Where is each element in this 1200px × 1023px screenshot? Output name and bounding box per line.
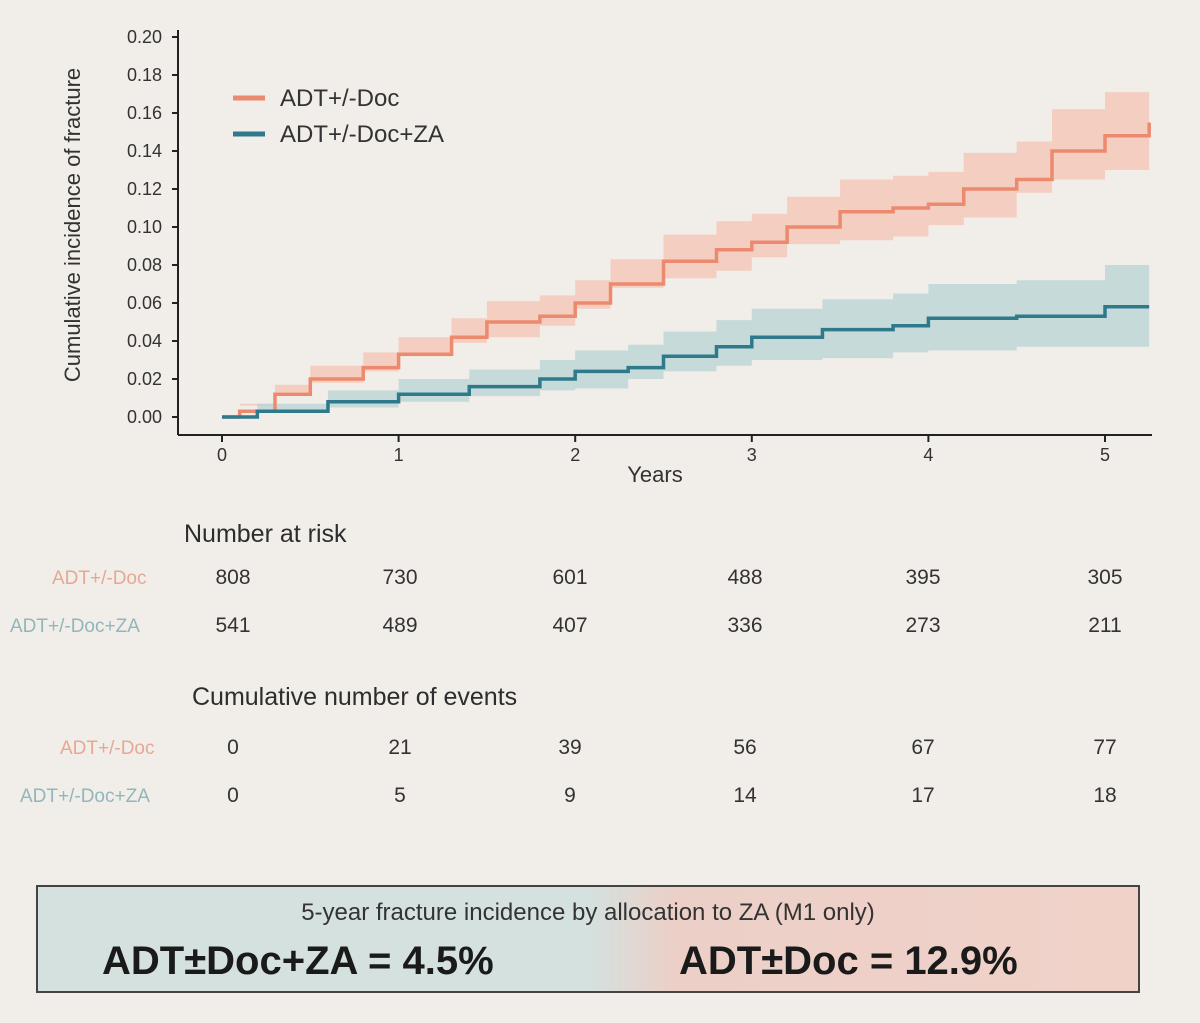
table-cell: 601 <box>552 566 588 589</box>
x-tick-label: 2 <box>570 445 580 465</box>
table-cell: 5 <box>394 784 406 807</box>
x-axis-title: Years <box>627 462 682 487</box>
confidence-bands <box>222 75 1150 417</box>
y-tick-label: 0.18 <box>127 65 162 85</box>
y-tick-label: 0.00 <box>127 407 162 427</box>
table-cell: 17 <box>911 784 935 807</box>
table-cell: 489 <box>382 614 418 637</box>
table-cell: 14 <box>733 784 757 807</box>
y-tick-label: 0.20 <box>127 27 162 47</box>
ci-band-adt-doc <box>222 75 1150 417</box>
table-row-label: ADT+/-Doc+ZA <box>20 786 150 807</box>
series-line-adt-doc-za <box>222 305 1150 419</box>
x-tick-label: 4 <box>923 445 933 465</box>
table-cell: 21 <box>388 736 412 759</box>
x-tick-label: 0 <box>217 445 227 465</box>
y-tick-label: 0.04 <box>127 331 162 351</box>
axes: 0.00 0.02 0.04 0.06 0.08 0.10 0.12 0.14 0.16 0.18… <box>127 27 1152 465</box>
table-cell: 67 <box>911 736 935 759</box>
summary-title: 5-year fracture incidence by allocation … <box>301 899 875 926</box>
table-row-label: ADT+/-Doc+ZA <box>10 616 140 637</box>
table-cell: 336 <box>727 614 763 637</box>
table-cell: 488 <box>727 566 763 589</box>
summary-box: 5-year fracture incidence by allocation … <box>36 885 1140 993</box>
table-cell: 407 <box>552 614 588 637</box>
table-row-label: ADT+/-Doc <box>52 568 147 589</box>
table-cell: 39 <box>558 736 582 759</box>
table-cell: 56 <box>733 736 757 759</box>
table-cell: 9 <box>564 784 576 807</box>
x-tick-label: 1 <box>394 445 404 465</box>
table-cell: 273 <box>905 614 941 637</box>
table-cell: 77 <box>1093 736 1117 759</box>
y-tick-label: 0.16 <box>127 103 162 123</box>
series-line-adt-doc <box>222 122 1151 419</box>
y-tick-label: 0.06 <box>127 293 162 313</box>
summary-right-value: ADT±Doc = 12.9% <box>679 939 1018 983</box>
legend-label: ADT+/-Doc+ZA <box>280 121 444 148</box>
risk-table-title: Number at risk <box>184 520 347 548</box>
summary-left-value: ADT±Doc+ZA = 4.5% <box>102 939 494 983</box>
fracture-incidence-chart: 0.00 0.02 0.04 0.06 0.08 0.10 0.12 0.14 0.16 0.18… <box>60 27 1152 487</box>
events-table-title: Cumulative number of events <box>192 683 518 711</box>
y-tick-label: 0.10 <box>127 217 162 237</box>
table-row-label: ADT+/-Doc <box>60 738 155 759</box>
table-cell: 730 <box>382 566 418 589</box>
table-cell: 541 <box>215 614 251 637</box>
ci-band-adt-doc-za <box>222 265 1150 417</box>
y-tick-label: 0.12 <box>127 179 162 199</box>
y-tick-label: 0.02 <box>127 369 162 389</box>
x-tick-label: 5 <box>1100 445 1110 465</box>
series-lines <box>222 122 1151 419</box>
legend: ADT+/-Doc ADT+/-Doc+ZA <box>233 85 444 148</box>
x-tick-label: 3 <box>747 445 757 465</box>
table-cell: 395 <box>905 566 941 589</box>
table-cell: 305 <box>1087 566 1123 589</box>
table-cell: 808 <box>215 566 251 589</box>
legend-label: ADT+/-Doc <box>280 85 399 112</box>
table-cell: 211 <box>1088 614 1122 637</box>
y-tick-label: 0.08 <box>127 255 162 275</box>
y-axis-title: Cumulative incidence of fracture <box>60 68 85 382</box>
table-cell: 0 <box>227 736 239 759</box>
y-tick-label: 0.14 <box>127 141 162 161</box>
table-cell: 18 <box>1093 784 1117 807</box>
table-cell: 0 <box>227 784 239 807</box>
